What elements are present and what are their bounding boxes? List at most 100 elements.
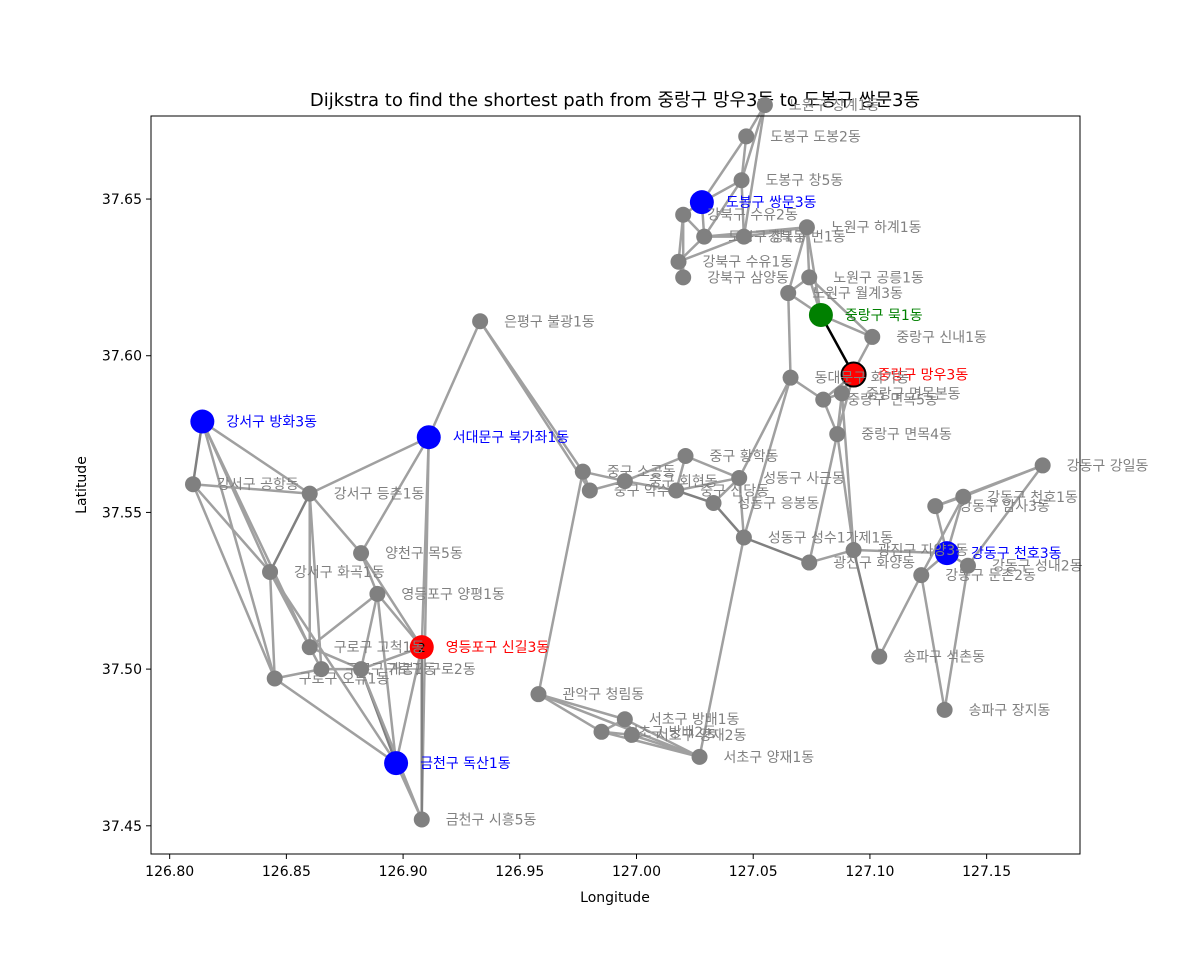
node-n41 bbox=[913, 567, 930, 584]
edge-n53-n55 bbox=[600, 730, 701, 759]
node-n42 bbox=[262, 563, 279, 580]
edge-n28-n31 bbox=[191, 482, 311, 495]
node-label-n55: 서초구 양재1동 bbox=[724, 750, 815, 766]
edge-n37-n38 bbox=[852, 548, 949, 555]
node-n50 bbox=[530, 686, 547, 703]
node-n49 bbox=[266, 670, 283, 687]
y-tick-label: 37.65 bbox=[102, 192, 142, 208]
edge-n19-n37 bbox=[835, 432, 855, 552]
y-tick-label: 37.55 bbox=[102, 505, 142, 521]
edge-n31-n36 bbox=[308, 492, 363, 555]
node-label-n40: 강동구 성내2동 bbox=[992, 559, 1083, 575]
node-label-n19: 중랑구 면목4동 bbox=[861, 427, 952, 443]
node-n38 bbox=[934, 541, 959, 566]
node-order-n44: 2 bbox=[418, 641, 426, 655]
node-n35 bbox=[735, 529, 752, 546]
node-n30 bbox=[668, 482, 685, 499]
edge-n50-n55 bbox=[537, 692, 701, 759]
node-n28 bbox=[185, 476, 202, 493]
edge-n28-n49 bbox=[191, 482, 276, 680]
plot-frame bbox=[150, 115, 1081, 855]
node-label-n57: 금천구 시흥5동 bbox=[446, 813, 537, 829]
node-n19 bbox=[829, 426, 846, 443]
node-label-n28: 강서구 공항동 bbox=[217, 477, 299, 493]
node-label-n13: 중랑구 묵1동 bbox=[845, 308, 923, 324]
node-n26 bbox=[731, 469, 748, 486]
node-label-n12: 노원구 월계3동 bbox=[812, 286, 903, 302]
edge-n43-n45 bbox=[308, 592, 379, 649]
node-label-n38: 강동구 천호3동 bbox=[971, 546, 1062, 562]
edge-n21-n45 bbox=[201, 420, 311, 649]
node-label-n41: 강동구 둔촌2동 bbox=[945, 568, 1036, 584]
node-n3 bbox=[733, 172, 750, 189]
node-label-n22: 서대문구 북가좌1동 bbox=[453, 430, 570, 446]
edge-n35-n39 bbox=[742, 536, 811, 564]
edge-n42-n49 bbox=[268, 570, 276, 680]
node-n23 bbox=[677, 448, 694, 465]
node-label-n27: 중구 회현동 bbox=[649, 474, 718, 490]
node-n18 bbox=[815, 391, 832, 408]
node-label-n48: 구로구 개봉1동 bbox=[345, 662, 436, 678]
node-n51 bbox=[936, 701, 953, 718]
node-label-n2: 도봉구 도봉2동 bbox=[770, 129, 861, 145]
x-tick-label: 127.15 bbox=[962, 864, 1011, 880]
edge-n52-n55 bbox=[623, 717, 701, 759]
node-n21 bbox=[190, 409, 215, 434]
edge-n36-n44 bbox=[359, 551, 424, 649]
y-axis-label: Latitude bbox=[74, 456, 90, 514]
node-n44 bbox=[409, 635, 434, 660]
node-label-n33: 성동구 응봉동 bbox=[738, 496, 820, 512]
node-n2 bbox=[738, 128, 755, 145]
node-n10 bbox=[675, 269, 692, 286]
node-n54 bbox=[623, 726, 640, 743]
edge-n42-n56 bbox=[268, 570, 398, 765]
node-label-n16: 동대문구 회기동 bbox=[815, 371, 910, 387]
node-label-n54: 서초구 양재2동 bbox=[656, 728, 747, 744]
node-n29 bbox=[581, 482, 598, 499]
node-n27 bbox=[616, 473, 633, 490]
nodes-layer: 2 bbox=[185, 97, 1051, 828]
node-label-n30: 중구 신당동 bbox=[700, 483, 769, 499]
edge-n30-n26 bbox=[674, 476, 741, 492]
node-label-n14: 중랑구 신내1동 bbox=[896, 330, 987, 346]
edge-n16-n35 bbox=[742, 376, 792, 539]
node-n5 bbox=[675, 206, 692, 223]
edge-n41-n46 bbox=[878, 573, 923, 658]
edge-n1-n3 bbox=[740, 103, 767, 182]
node-n53 bbox=[593, 723, 610, 740]
node-label-n9: 강북구 수유1동 bbox=[703, 255, 794, 271]
node-label-n43: 영등포구 양평1동 bbox=[401, 587, 505, 603]
node-n55 bbox=[691, 748, 708, 765]
edge-n23-n27 bbox=[623, 454, 687, 483]
node-label-n11: 노원구 공릉1동 bbox=[833, 270, 924, 286]
node-label-n36: 양천구 목5동 bbox=[385, 546, 463, 562]
node-label-n52: 서초구 방배1동 bbox=[649, 712, 740, 728]
edge-n3-n7 bbox=[702, 178, 743, 238]
node-label-n21: 강서구 방화3동 bbox=[226, 415, 317, 431]
node-n47 bbox=[353, 661, 370, 678]
edge-n31-n42 bbox=[268, 492, 311, 574]
node-label-n32: 강동구 천호1동 bbox=[987, 490, 1078, 506]
node-label-n4: 도봉구 쌍문3동 bbox=[726, 195, 817, 211]
node-label-n31: 강서구 등촌1동 bbox=[334, 487, 425, 503]
edge-n50-n53 bbox=[537, 692, 603, 734]
node-n31 bbox=[301, 485, 318, 502]
node-n15 bbox=[840, 361, 867, 388]
node-label-n44: 영등포구 신길3동 bbox=[446, 640, 550, 656]
node-label-n39: 광진구 화양동 bbox=[833, 556, 915, 572]
x-axis-label: Longitude bbox=[580, 890, 650, 906]
node-n1 bbox=[756, 97, 773, 114]
edge-n8-n12 bbox=[786, 225, 809, 295]
node-label-n24: 강동구 강일동 bbox=[1067, 458, 1149, 474]
edge-n28-n42 bbox=[191, 482, 272, 574]
node-n32 bbox=[955, 488, 972, 505]
x-tick-label: 126.95 bbox=[495, 864, 544, 880]
y-tick-label: 37.50 bbox=[102, 662, 142, 678]
edge-n22-n36 bbox=[359, 435, 431, 555]
node-n43 bbox=[369, 585, 386, 602]
edge-n27-n30 bbox=[623, 479, 678, 492]
edge-n26-n35 bbox=[737, 476, 746, 539]
node-label-n6: 강북구 번1동 bbox=[768, 230, 846, 246]
node-label-n46: 송파구 석촌동 bbox=[903, 650, 985, 666]
